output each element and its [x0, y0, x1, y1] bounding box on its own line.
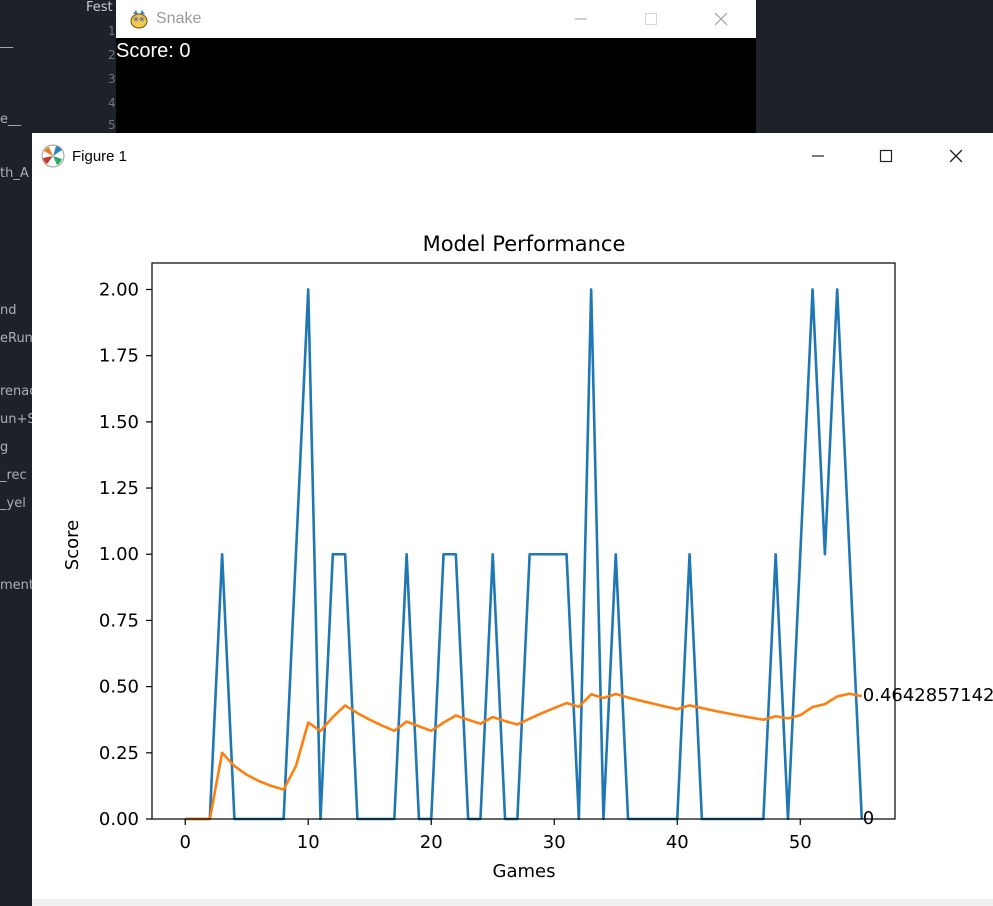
- x-tick-label: 0: [179, 832, 190, 853]
- line-number: 4: [108, 96, 116, 110]
- snake-window: Snake Score: 0: [116, 0, 756, 133]
- maximize-icon[interactable]: [860, 133, 912, 179]
- model-performance-chart: Model Performance Games Score 0 10 20 30 40 5…: [62, 232, 993, 882]
- figure-toolbar-strip: [32, 899, 993, 906]
- x-tick-label: 50: [789, 832, 812, 853]
- minimize-icon[interactable]: [558, 0, 604, 38]
- minimize-icon[interactable]: [792, 133, 844, 179]
- line-number: 3: [108, 72, 116, 86]
- sidebar-item[interactable]: ment_: [0, 578, 41, 593]
- sidebar-item[interactable]: un+S: [0, 412, 36, 427]
- line-number: 5: [108, 118, 116, 132]
- chart-title: Model Performance: [423, 232, 626, 256]
- sidebar-item[interactable]: eRun: [0, 331, 33, 346]
- pygame-snake-icon: [130, 10, 148, 29]
- close-icon[interactable]: [698, 0, 744, 38]
- x-tick-label: 40: [666, 832, 689, 853]
- y-tick-label: 1.75: [99, 346, 139, 367]
- figure-window: Figure 1 Model Performance Games Score 0…: [32, 133, 993, 906]
- series-line-0: [185, 288, 864, 821]
- x-tick-label: 10: [297, 832, 320, 853]
- folder-label: Fest: [86, 0, 113, 15]
- x-tick-label: 30: [543, 832, 566, 853]
- matplotlib-icon: [41, 144, 65, 168]
- score-text: Score: 0: [116, 40, 191, 62]
- snake-titlebar[interactable]: Snake: [116, 0, 756, 38]
- sidebar-item[interactable]: _yel: [0, 496, 26, 511]
- point-annotation: 0: [863, 808, 874, 829]
- x-axis-label: Games: [493, 861, 556, 882]
- sidebar-item[interactable]: __: [0, 34, 13, 49]
- sidebar-item[interactable]: e__: [0, 112, 21, 127]
- y-tick-label: 0.50: [99, 677, 139, 698]
- figure-titlebar[interactable]: Figure 1: [32, 133, 993, 179]
- y-tick-label: 2.00: [99, 279, 139, 300]
- sidebar-item[interactable]: _rec: [0, 468, 27, 483]
- sidebar-item[interactable]: th_A: [0, 166, 29, 181]
- point-annotation: 0.4642857142857143: [863, 685, 993, 706]
- sidebar-item[interactable]: nd: [0, 303, 17, 318]
- sidebar-item[interactable]: g: [0, 440, 9, 455]
- y-axis-label: Score: [62, 520, 83, 570]
- y-tick-label: 1.25: [99, 478, 139, 499]
- line-number: 1: [108, 24, 116, 38]
- figure-window-title: Figure 1: [72, 147, 128, 165]
- y-tick-label: 0.75: [99, 610, 139, 631]
- snake-window-title: Snake: [156, 10, 202, 27]
- maximize-icon[interactable]: [628, 0, 674, 38]
- y-tick-label: 0.00: [99, 809, 139, 830]
- close-icon[interactable]: [930, 133, 982, 179]
- sidebar-item[interactable]: renac: [0, 384, 37, 399]
- y-tick-label: 1.00: [99, 544, 139, 565]
- series-line-1: [185, 692, 863, 821]
- y-tick-label: 0.25: [99, 743, 139, 764]
- x-tick-label: 20: [420, 832, 443, 853]
- line-number: 2: [108, 48, 116, 62]
- plot-frame: [151, 262, 896, 820]
- y-tick-label: 1.50: [99, 412, 139, 433]
